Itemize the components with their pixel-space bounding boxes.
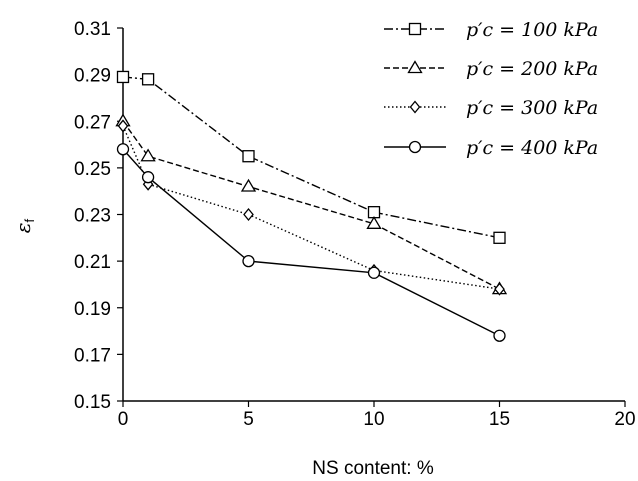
legend-item: p′c = 300 kPa	[384, 97, 598, 119]
data-point	[242, 254, 255, 268]
series-line	[122, 125, 500, 290]
data-point	[242, 150, 255, 163]
legend-item: p′c = 100 kPa	[384, 19, 598, 41]
series-circle	[116, 143, 506, 342]
y-tick-label: 0.27	[74, 112, 111, 133]
legend-swatch-marker	[408, 22, 422, 36]
series-square	[116, 70, 506, 244]
data-point	[240, 178, 257, 192]
legend-swatch-marker	[408, 140, 422, 154]
data-point	[117, 119, 129, 133]
data-point	[141, 171, 155, 184]
data-point	[116, 143, 130, 156]
data-point	[493, 329, 506, 342]
y-tick-label: 0.19	[74, 299, 111, 320]
data-point	[141, 73, 155, 86]
series-diamond	[117, 119, 505, 296]
data-point	[140, 148, 156, 162]
data-point	[367, 206, 381, 219]
series-triangle	[115, 113, 508, 295]
y-axis-title: εf	[11, 218, 37, 233]
legend: p′c = 100 kPa p′c = 200 kPa p′c = 300 kPa p…	[384, 19, 598, 159]
series-line	[122, 76, 500, 239]
y-tick-label: 0.25	[74, 159, 111, 180]
x-tick-label: 5	[243, 409, 254, 430]
legend-label: p′c = 100 kPa	[466, 19, 598, 41]
data-point	[494, 282, 505, 296]
data-point	[116, 70, 130, 84]
x-axis-title: NS content: %	[312, 458, 434, 479]
y-axis-ticks: 0.15 0.17 0.19 0.21 0.23 0.25 0.27 0.29 0.31	[74, 19, 123, 413]
data-point	[366, 216, 382, 229]
series-layer	[115, 70, 508, 342]
y-tick-label: 0.21	[74, 252, 111, 273]
legend-item: p′c = 400 kPa	[384, 137, 598, 159]
data-point	[367, 266, 381, 279]
legend-item: p′c = 200 kPa	[384, 58, 598, 80]
legend-swatch-marker	[407, 60, 423, 74]
y-tick-label: 0.17	[74, 345, 111, 366]
legend-swatch-marker	[409, 100, 421, 114]
y-tick-label: 0.15	[74, 392, 111, 413]
data-point	[243, 207, 254, 222]
legend-label: p′c = 300 kPa	[466, 97, 598, 119]
y-tick-label: 0.23	[74, 206, 111, 227]
y-tick-label: 0.29	[74, 66, 111, 87]
x-axis-ticks: 0 5 10 15 20	[118, 401, 636, 430]
x-tick-label: 10	[363, 409, 384, 430]
x-tick-label: 0	[118, 409, 129, 430]
legend-label: p′c = 200 kPa	[466, 58, 598, 80]
x-tick-label: 15	[489, 409, 510, 430]
data-point	[493, 231, 506, 244]
legend-label: p′c = 400 kPa	[466, 137, 598, 159]
y-tick-label: 0.31	[74, 19, 111, 40]
x-tick-label: 20	[614, 409, 635, 430]
